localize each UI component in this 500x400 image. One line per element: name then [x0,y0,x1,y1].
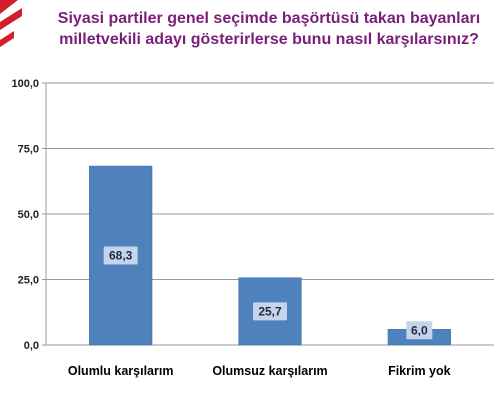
y-tick-label: 75,0 [18,144,39,156]
data-label: 25,7 [258,304,282,318]
ribbon-shape-middle [0,8,22,30]
x-category-label: Olumlu karşılarım [68,364,174,378]
data-label-box [406,321,433,340]
data-label-box [103,246,138,265]
data-label: 6,0 [411,323,428,337]
x-category-label: Olumsuz karşılarım [212,364,327,378]
chart-title: Siyasi partiler genel seçimde başörtüsü … [40,8,498,50]
data-label-box [253,302,287,321]
ribbon-shape-bottom [0,31,14,47]
y-tick-label: 25,0 [18,275,39,287]
x-category-label: Fikrim yok [388,364,451,378]
y-tick-label: 0,0 [24,340,39,352]
ribbon-shape-top [0,0,18,14]
data-label: 68,3 [109,249,133,263]
y-tick-label: 50,0 [18,209,39,221]
chart-title-line-1: Siyasi partiler genel seçimde başörtüsü … [57,10,481,27]
decorative-side-ribbon [0,0,22,47]
chart-title-line-2: milletvekili adayı gösterirlerse bunu na… [59,31,479,48]
y-tick-label: 100,0 [11,78,39,90]
